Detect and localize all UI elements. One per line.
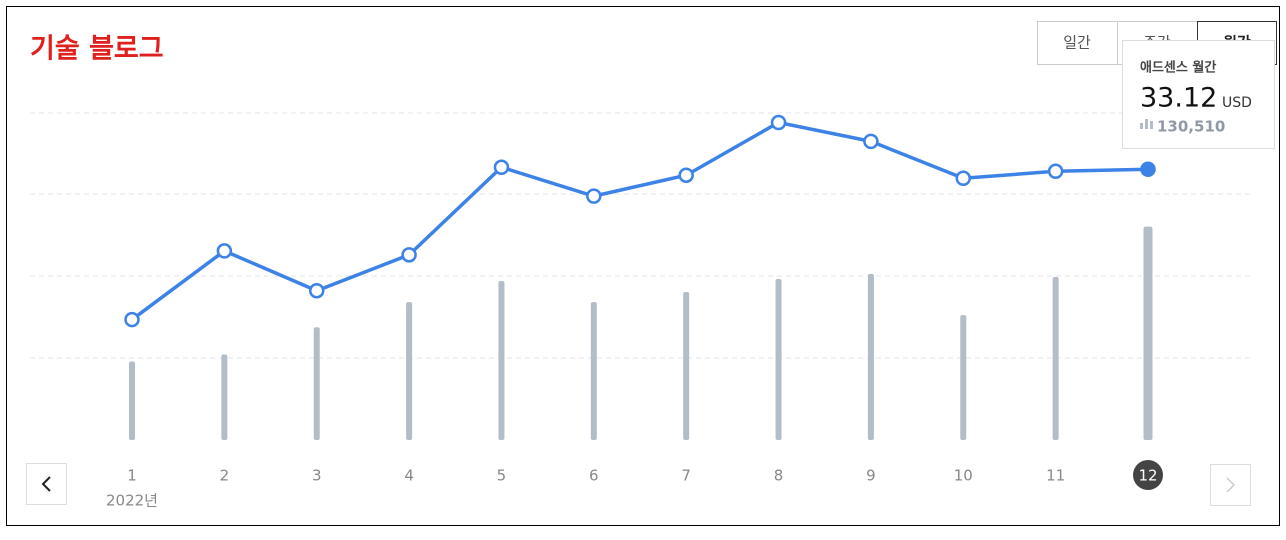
x-tick-label: 5	[497, 467, 507, 485]
grid	[30, 112, 1252, 359]
point	[124, 311, 140, 328]
point	[863, 133, 879, 150]
bar	[129, 361, 135, 440]
bar	[1143, 226, 1153, 440]
next-button[interactable]	[1210, 464, 1251, 506]
selected-marker	[1133, 460, 1163, 490]
tooltip-value: 33.12	[1140, 83, 1217, 114]
x-tick-label: 2	[220, 467, 230, 485]
x-tick-label: 8	[774, 467, 784, 485]
bar	[590, 302, 597, 440]
x-tick-label: 3	[312, 467, 322, 485]
pageview-icon	[1140, 119, 1153, 129]
x-tick-label: 9	[866, 467, 876, 485]
bar	[775, 278, 782, 440]
bar	[683, 292, 690, 440]
x-tick-label: 11	[1046, 467, 1065, 485]
blog-title: 기술 블로그	[30, 34, 164, 65]
bar	[960, 315, 967, 440]
frame	[6, 6, 1280, 526]
point	[1140, 161, 1156, 177]
tab-label[interactable]: 일간	[1063, 34, 1091, 52]
tooltip-unit: USD	[1222, 95, 1252, 111]
tooltip: 애드센스 월간 33.12 USD 130,510	[1122, 40, 1275, 149]
tooltip-box	[1122, 40, 1275, 149]
x-tick-label: 6	[589, 467, 599, 485]
x-tick-label: 1	[127, 467, 137, 485]
point	[955, 170, 972, 186]
next-icon[interactable]	[1226, 477, 1236, 493]
prev-icon[interactable]	[41, 476, 51, 492]
bar	[1052, 276, 1059, 440]
point	[678, 167, 694, 183]
tab-button[interactable]	[1037, 21, 1118, 65]
x-tick-label: 10	[954, 467, 973, 485]
x-tick-label: 4	[404, 467, 414, 485]
bar	[406, 302, 413, 440]
x-tick-label: 7	[681, 467, 691, 485]
bar	[221, 354, 228, 440]
point	[493, 159, 510, 176]
point	[1047, 163, 1064, 180]
x-tick-label: 12	[1138, 467, 1157, 485]
point	[770, 114, 787, 131]
point	[401, 247, 417, 263]
prev-button[interactable]	[26, 463, 67, 505]
bar	[867, 273, 874, 440]
line	[130, 120, 1149, 321]
tooltip-title: 애드센스 월간	[1140, 60, 1216, 76]
year-label: 2022년	[106, 492, 158, 510]
bar	[498, 280, 505, 440]
point	[216, 243, 233, 259]
next-button-box[interactable]	[1210, 464, 1251, 506]
tooltip-pageviews: 130,510	[1157, 118, 1225, 136]
point	[586, 188, 602, 204]
bar	[313, 327, 320, 440]
point	[308, 282, 325, 299]
prev-button-box[interactable]	[26, 463, 67, 505]
